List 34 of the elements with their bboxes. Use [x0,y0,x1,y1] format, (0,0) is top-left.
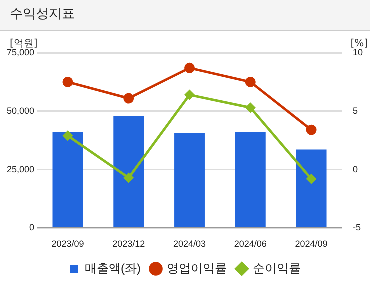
y-tick-label: 0 [30,222,35,233]
point [62,76,74,88]
y-axis-title: [억원] [10,38,38,50]
bar [174,133,205,228]
x-tick-label: 2024/09 [295,239,328,250]
y2-tick-label: 0 [352,164,358,174]
point [306,124,317,136]
point [124,93,134,104]
y2-tick-label: -5 [352,222,362,233]
x-tick-label: 2023/12 [112,239,146,250]
y-tick-label: 50,000 [6,106,35,116]
x-tick-label: 2024/03 [173,239,206,250]
point [185,90,195,100]
bar [52,132,84,228]
bar [235,132,266,228]
chart-title: 수익성지표 [0,0,370,31]
point [63,131,73,141]
y2-axis-title: [%] [350,38,368,50]
point [246,103,256,113]
legend-label: 매출액(좌) [85,261,142,276]
y-tick-label: 75,000 [6,47,35,58]
y2-tick-label: 5 [352,106,358,116]
point [124,173,134,183]
bar [114,116,144,228]
point [245,76,256,88]
point [306,174,316,184]
y2-tick-label: 10 [352,47,364,58]
point [184,62,196,74]
bar [296,150,327,228]
x-tick-label: 2023/09 [52,239,84,250]
legend-label: 순이익률 [252,261,301,276]
x-tick-label: 2024/06 [234,239,267,250]
y-tick-label: 25,000 [6,164,35,174]
legend-label: 영업이익률 [166,261,227,276]
